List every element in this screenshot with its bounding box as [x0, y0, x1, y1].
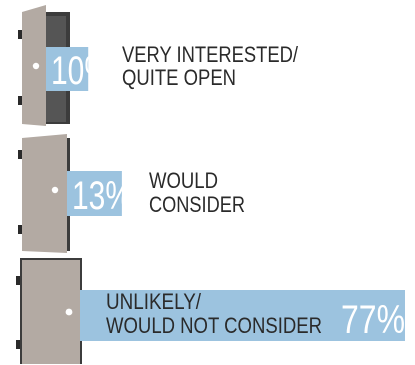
- category-label-very-interested-line-1: VERY INTERESTED/: [122, 42, 299, 67]
- bar-would-consider: [67, 171, 122, 216]
- door-knob: [51, 186, 59, 194]
- category-label-unlikely-line-1: UNLIKELY/: [106, 289, 202, 314]
- data-label-unlikely: 77%: [341, 298, 405, 342]
- door-knob: [32, 62, 40, 70]
- door-hinge: [16, 276, 20, 285]
- bar-unlikely: [80, 290, 405, 341]
- door-leaf: [22, 134, 67, 253]
- data-label-very-interested: 10%: [51, 49, 111, 93]
- door-hinge: [16, 340, 20, 349]
- bar-very-interested: [46, 47, 89, 91]
- category-label-would-consider-line-2: CONSIDER: [149, 192, 245, 217]
- door-closed-icon: [16, 258, 82, 364]
- door-hinge: [18, 150, 22, 159]
- door-ajar-icon: [18, 134, 70, 253]
- door-hinge: [18, 30, 22, 39]
- door-knob: [65, 308, 73, 316]
- door-hinge: [18, 96, 22, 105]
- category-label-very-interested-line-2: QUITE OPEN: [122, 65, 236, 90]
- category-label-would-consider-line-1: WOULD: [149, 168, 218, 193]
- category-label-unlikely-line-2: WOULD NOT CONSIDER: [106, 313, 322, 338]
- door-hinge: [18, 225, 22, 234]
- data-label-would-consider: 13%: [72, 174, 132, 218]
